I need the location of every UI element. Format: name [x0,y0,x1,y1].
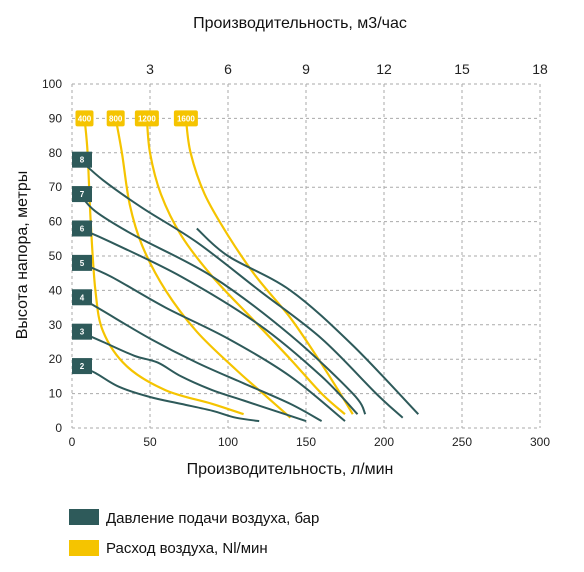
x-axis-title: Производительность, л/мин [187,461,394,478]
x2-ticks: 3 6 9 12 15 18 [146,61,548,77]
pressure-badge-6 [72,220,92,237]
x-tick-label: 250 [452,435,472,449]
x2-tick-label: 12 [376,61,392,77]
airflow-badge-400 [75,110,94,127]
x-tick-label: 0 [69,435,76,449]
pressure-curve-5 [79,261,346,422]
airflow-curve-1600 [184,118,354,415]
pressure-badge-7 [72,186,92,203]
airflow-badge-label: 1200 [138,114,156,123]
y-tick-label: 60 [49,215,63,229]
airflow-curve-400 [83,118,244,416]
pressure-curve-extra-7 [196,227,420,415]
y-ticks: 0 10 20 30 40 50 60 70 80 90 100 [42,77,62,435]
x-tick-label: 150 [296,435,316,449]
airflow-badge-800 [106,110,125,127]
x-tick-label: 100 [218,435,238,449]
pressure-curve-6 [79,227,359,415]
pressure-badge-label: 7 [80,190,85,199]
y-tick-label: 10 [49,387,63,401]
legend-airflow-label: Расход воздуха, Nl/мин [106,540,268,557]
x-tick-label: 50 [143,435,157,449]
x2-tick-label: 3 [146,61,154,77]
pressure-badge-label: 6 [80,224,85,233]
x-tick-label: 300 [530,435,550,449]
pressure-badge-label: 5 [80,259,85,268]
pressure-badge-3 [72,323,92,340]
y-tick-label: 30 [49,318,63,332]
pressure-curves [79,158,420,423]
y-axis-title: Высота напора, метры [14,171,31,339]
y-tick-label: 70 [49,180,63,194]
legend: Давление подачи воздуха, бар Расход возд… [69,509,319,557]
x2-tick-label: 9 [302,61,310,77]
y-tick-label: 0 [55,421,62,435]
airflow-badge-label: 1600 [177,114,195,123]
airflow-badge-1600 [173,110,198,127]
y-tick-label: 100 [42,77,62,91]
airflow-curve-800 [114,118,292,419]
legend-pressure-swatch [69,509,99,525]
x2-tick-label: 15 [454,61,470,77]
airflow-badge-label: 800 [109,114,123,123]
pressure-badge-label: 2 [80,362,85,371]
x2-tick-label: 18 [532,61,548,77]
y-tick-label: 50 [49,249,63,263]
pressure-badge-8 [72,151,92,168]
x-ticks: 0 50 100 150 200 250 300 [69,435,551,449]
x2-axis-title: Производительность, м3/час [193,15,407,32]
y-tick-label: 40 [49,283,63,297]
x-tick-label: 200 [374,435,394,449]
pressure-badge-label: 3 [80,328,85,337]
airflow-badge-label: 400 [78,114,92,123]
legend-airflow-swatch [69,540,99,556]
airflow-badge-1200 [134,110,159,127]
pressure-curve-4 [79,296,323,422]
pressure-badge-label: 4 [80,293,85,302]
legend-pressure-label: Давление подачи воздуха, бар [106,510,319,527]
pressure-curve-8 [79,158,404,419]
pressure-curve-3 [79,330,307,423]
pressure-curve-2 [79,365,260,423]
pressure-curve-7 [79,193,367,415]
badges: 2 3 4 5 6 7 8 400 800 1200 1600 [72,110,198,375]
y-tick-label: 90 [49,111,63,125]
x2-tick-label: 6 [224,61,232,77]
pressure-badge-4 [72,289,92,306]
y-tick-label: 80 [49,146,63,160]
pressure-badge-5 [72,254,92,271]
pressure-badge-label: 8 [80,156,85,165]
pressure-badge-2 [72,358,92,375]
y-tick-label: 20 [49,352,63,366]
